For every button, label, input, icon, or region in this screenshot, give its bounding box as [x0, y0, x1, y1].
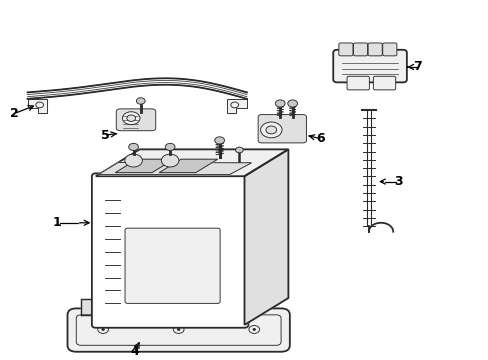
FancyBboxPatch shape — [92, 174, 248, 328]
Circle shape — [265, 126, 276, 134]
Circle shape — [253, 329, 255, 330]
Text: 4: 4 — [130, 345, 139, 357]
Polygon shape — [159, 159, 217, 173]
FancyBboxPatch shape — [367, 43, 382, 56]
Polygon shape — [96, 149, 288, 176]
FancyBboxPatch shape — [258, 114, 306, 143]
FancyBboxPatch shape — [353, 43, 367, 56]
Circle shape — [177, 329, 179, 330]
FancyBboxPatch shape — [382, 43, 396, 56]
Text: 3: 3 — [393, 175, 402, 188]
Circle shape — [260, 122, 282, 138]
Circle shape — [124, 154, 142, 167]
Polygon shape — [27, 99, 47, 113]
Text: 1: 1 — [52, 216, 61, 229]
Circle shape — [102, 329, 104, 330]
FancyBboxPatch shape — [332, 50, 406, 82]
Circle shape — [214, 137, 224, 144]
Circle shape — [165, 143, 175, 150]
Polygon shape — [244, 149, 288, 325]
Circle shape — [136, 98, 145, 104]
Text: 5: 5 — [101, 129, 110, 141]
FancyBboxPatch shape — [125, 228, 220, 303]
Polygon shape — [81, 299, 101, 315]
FancyBboxPatch shape — [346, 76, 368, 90]
Circle shape — [235, 147, 243, 153]
FancyBboxPatch shape — [373, 76, 395, 90]
Circle shape — [287, 100, 297, 107]
Circle shape — [126, 115, 135, 121]
Circle shape — [128, 143, 138, 150]
Polygon shape — [227, 99, 246, 113]
Polygon shape — [98, 162, 251, 175]
Circle shape — [161, 154, 179, 167]
FancyBboxPatch shape — [116, 109, 156, 131]
Text: 6: 6 — [315, 132, 324, 145]
Text: 7: 7 — [412, 60, 421, 73]
FancyBboxPatch shape — [338, 43, 352, 56]
Circle shape — [122, 112, 140, 125]
Text: 2: 2 — [10, 107, 19, 120]
Polygon shape — [115, 159, 173, 173]
Circle shape — [275, 100, 285, 107]
FancyBboxPatch shape — [67, 309, 289, 352]
